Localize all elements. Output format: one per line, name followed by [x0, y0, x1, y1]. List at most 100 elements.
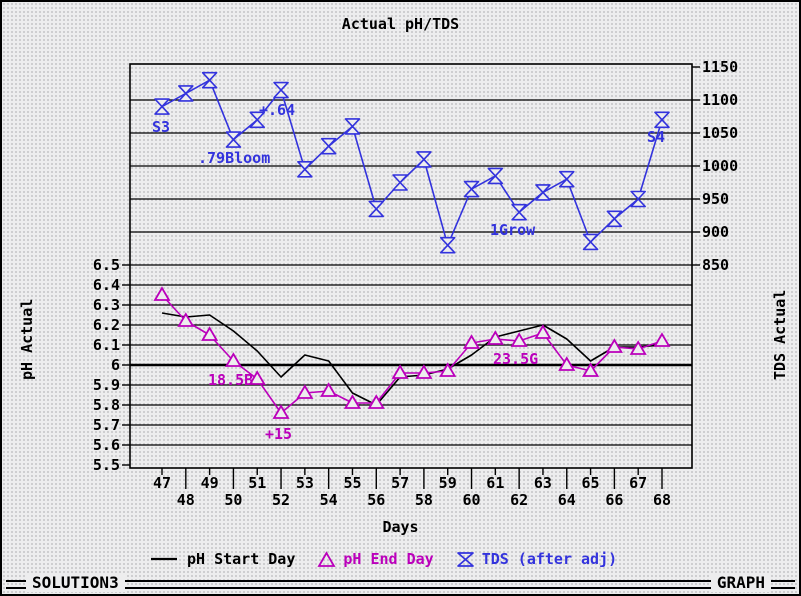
hourglass-marker — [535, 184, 551, 201]
triangle-marker — [391, 364, 409, 379]
triangle-marker — [486, 330, 504, 345]
x-tick-label: 53 — [296, 474, 314, 492]
triangle-marker — [558, 356, 576, 371]
triangle-marker — [201, 326, 219, 341]
triangle-marker — [248, 370, 266, 385]
triangle-marker — [510, 332, 528, 347]
x-tick-label: 57 — [391, 474, 409, 492]
x-tick-label: 62 — [510, 491, 528, 509]
triangle-marker — [629, 340, 647, 355]
x-tick-label: 61 — [486, 474, 504, 492]
series-line — [161, 79, 663, 246]
legend-item-ph-start: pH Start Day — [150, 550, 295, 568]
y-right-tick-label: 900 — [702, 223, 729, 241]
chart-annotation: .79Bloom — [198, 149, 270, 167]
x-tick-label: 50 — [224, 491, 242, 509]
x-tick-label: 54 — [320, 491, 338, 509]
y-left-tick-label: 6 — [111, 356, 120, 374]
x-tick-label: 65 — [582, 474, 600, 492]
x-tick-label: 58 — [415, 491, 433, 509]
triangle-marker — [343, 394, 362, 409]
legend-label: TDS (after adj) — [481, 550, 618, 568]
chart-annotation: +15 — [265, 425, 292, 443]
series-line — [161, 294, 663, 414]
x-axis-title: Days — [382, 518, 419, 536]
triangle-marker — [415, 364, 433, 379]
legend-label: pH Start Day — [187, 550, 296, 568]
hourglass-marker — [249, 111, 266, 129]
y-left-tick-label: 5.5 — [93, 456, 120, 474]
x-tick-label: 49 — [201, 474, 219, 492]
triangle-marker-icon — [317, 550, 336, 568]
hourglass-marker — [582, 233, 599, 251]
line-marker-icon — [150, 551, 180, 567]
plot-border — [129, 63, 693, 469]
x-tick-label: 60 — [462, 491, 480, 509]
legend-item-tds: TDS (after adj) — [456, 550, 617, 568]
x-tick-label: 51 — [248, 474, 266, 492]
y-left-tick-label: 5.7 — [93, 416, 120, 434]
y-right-tick-label: 1000 — [702, 157, 738, 175]
hourglass-marker — [154, 98, 170, 115]
triangle-marker — [224, 352, 242, 367]
legend-item-ph-end: pH End Day — [317, 550, 434, 568]
hourglass-marker — [273, 81, 289, 99]
chart-annotation: +.64 — [259, 101, 295, 119]
triangle-marker — [153, 286, 171, 301]
triangle-marker — [439, 362, 457, 377]
chart-annotation: S3 — [152, 118, 170, 136]
chart-title: Actual pH/TDS — [341, 15, 460, 33]
hourglass-marker-icon — [456, 551, 475, 568]
status-right-label: GRAPH — [710, 574, 771, 592]
triangle-marker — [272, 404, 290, 419]
triangle-marker — [320, 382, 338, 397]
hourglass-marker — [558, 170, 575, 188]
y-right-tick-label: 1100 — [702, 91, 738, 109]
y-left-tick-label: 6.4 — [93, 276, 120, 294]
chart-annotation: 1Grow — [490, 221, 536, 239]
status-divider — [6, 580, 795, 589]
x-tick-label: 63 — [534, 474, 552, 492]
y-left-tick-label: 6.1 — [93, 336, 120, 354]
legend: pH Start Day pH End Day TDS (after adj) — [150, 550, 617, 568]
y-left-tick-label: 5.9 — [93, 376, 120, 394]
hourglass-marker — [511, 203, 527, 221]
hourglass-marker — [297, 161, 313, 178]
triangle-marker — [605, 338, 623, 353]
triangle-marker — [177, 312, 195, 327]
x-tick-label: 47 — [153, 474, 171, 492]
y-left-tick-label: 6.5 — [93, 256, 120, 274]
x-tick-label: 56 — [367, 491, 385, 509]
y-right-tick-label: 1150 — [702, 58, 738, 76]
hourglass-marker — [606, 210, 623, 228]
x-tick-label: 66 — [605, 491, 623, 509]
x-tick-label: 67 — [629, 474, 647, 492]
hourglass-marker — [320, 137, 337, 155]
triangle-marker — [462, 334, 481, 349]
triangle-marker — [296, 384, 314, 399]
status-bar: SOLUTION3 GRAPH — [4, 573, 797, 592]
hourglass-marker — [630, 190, 646, 208]
hourglass-marker — [392, 174, 408, 191]
y-left-tick-label: 5.6 — [93, 436, 120, 454]
series-line — [161, 312, 663, 406]
triangle-marker — [534, 324, 552, 339]
hourglass-marker — [439, 236, 456, 254]
x-tick-label: 48 — [177, 491, 195, 509]
x-tick-label: 64 — [558, 491, 576, 509]
x-tick-label: 59 — [439, 474, 457, 492]
chart-annotation: 18.5B — [208, 371, 253, 389]
triangle-marker — [582, 362, 600, 377]
status-left-label: SOLUTION3 — [26, 574, 125, 592]
x-tick-label: 68 — [653, 491, 671, 509]
y-right-tick-label: 1050 — [702, 124, 738, 142]
y-left-tick-label: 6.2 — [93, 316, 120, 334]
x-tick-label: 55 — [343, 474, 361, 492]
hourglass-marker — [201, 71, 218, 89]
hourglass-marker — [368, 200, 385, 218]
chart-annotation: 23.5G — [493, 350, 538, 368]
hourglass-marker — [416, 151, 432, 168]
hourglass-marker — [178, 85, 194, 102]
